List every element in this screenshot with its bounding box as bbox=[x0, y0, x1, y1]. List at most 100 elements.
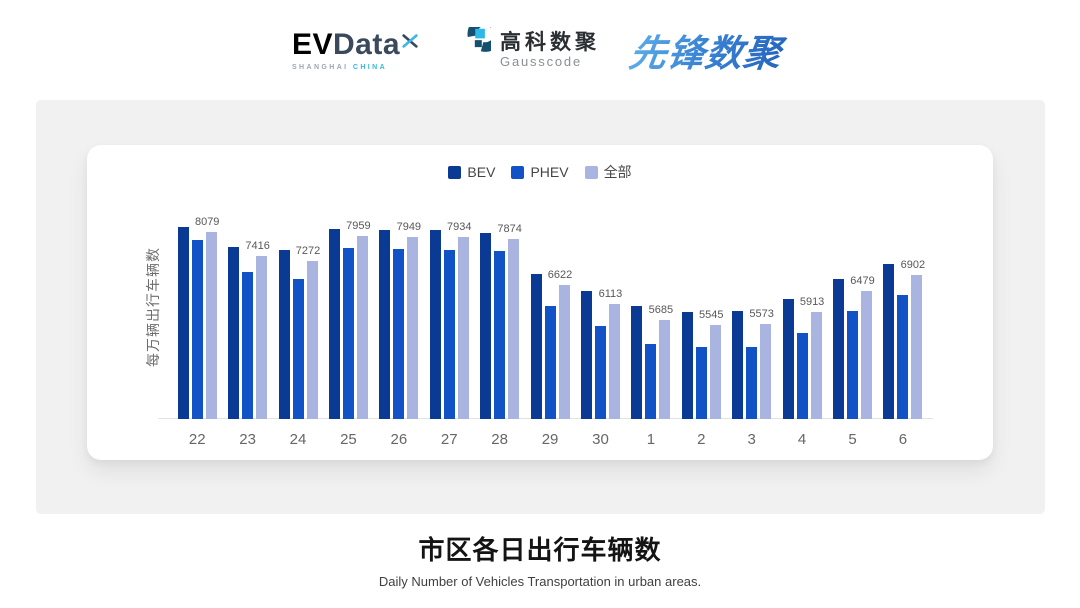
bar-phev-5 bbox=[846, 310, 858, 419]
bar-全部-23 bbox=[256, 256, 268, 419]
legend-label: BEV bbox=[467, 164, 496, 180]
bar-bev-5 bbox=[832, 279, 844, 419]
bar-group-2: 5545 2 bbox=[676, 194, 726, 448]
x-axis-label-27: 27 bbox=[440, 431, 458, 448]
gausscode-logo: 高科数聚 Gausscode bbox=[449, 15, 600, 74]
chart-panel: BEV PHEV 全部 每万辆出行车辆数 8079 22 7416 2 3 7272 24 795… bbox=[36, 100, 1045, 514]
bar-bev-29 bbox=[530, 273, 542, 419]
bar-全部-1 bbox=[659, 320, 671, 419]
bar-bev-1 bbox=[631, 306, 643, 419]
bar-bev-6 bbox=[883, 263, 895, 419]
value-label-2: 5545 bbox=[699, 309, 724, 322]
legend-item-bev[interactable]: BEV bbox=[448, 164, 495, 180]
bar-phev-29 bbox=[544, 306, 556, 419]
legend-label: 全部 bbox=[603, 164, 632, 180]
bar-group-26: 7949 26 bbox=[374, 194, 424, 448]
bar-group-25: 7959 25 bbox=[323, 194, 373, 448]
bar-phev-28 bbox=[494, 251, 506, 419]
bar-phev-24 bbox=[292, 279, 304, 419]
value-label-29: 6622 bbox=[547, 269, 573, 282]
plot-area: 8079 22 7416 2 3 7272 24 7959 25 7949 26 7934 27 7874… bbox=[172, 194, 928, 448]
evdata-logo: EV Data SHANGHAI CHINA bbox=[291, 27, 419, 71]
caption: 市区各日出行车辆数 Daily Number of Vehicles Trans… bbox=[0, 530, 1080, 589]
gausscode-text: 高科数聚 Gausscode bbox=[500, 31, 600, 69]
bar-bev-2 bbox=[681, 312, 693, 419]
value-label-1: 5685 bbox=[648, 304, 674, 316]
x-axis-label-22: 22 bbox=[188, 431, 206, 448]
gausscode-g-icon bbox=[449, 15, 504, 74]
value-label-5: 6479 bbox=[850, 274, 875, 287]
bar-phev-2 bbox=[695, 347, 707, 419]
chart-title-en: Daily Number of Vehicles Transportation … bbox=[378, 574, 702, 589]
bar-bev-24 bbox=[278, 250, 290, 419]
bar-全部-6 bbox=[911, 275, 923, 419]
value-label-6: 6902 bbox=[900, 259, 926, 272]
bar-全部-29 bbox=[558, 285, 570, 419]
evdata-china-text: CHINA bbox=[352, 63, 388, 71]
value-label-3: 5573 bbox=[749, 308, 774, 321]
bar-phev-1 bbox=[645, 343, 657, 419]
bar-全部-24 bbox=[306, 261, 318, 419]
bar-group-28: 7874 28 bbox=[474, 194, 524, 448]
evdata-shanghai-text: SHANGHAI bbox=[291, 63, 349, 71]
bar-全部-5 bbox=[860, 290, 872, 419]
bar-全部-26 bbox=[407, 236, 419, 419]
header-logos: EV Data SHANGHAI CHINA bbox=[0, 0, 1080, 80]
bar-phev-22 bbox=[191, 239, 203, 419]
bar-group-6: 6902 6 bbox=[878, 194, 928, 448]
bar-bev-3 bbox=[732, 310, 744, 419]
legend-item-全部[interactable]: 全部 bbox=[584, 162, 632, 182]
value-label-28: 7874 bbox=[497, 223, 522, 236]
bar-group-24: 7272 24 bbox=[273, 194, 323, 448]
legend-swatch-icon bbox=[584, 165, 598, 179]
xianfeng-logo: 先锋数聚 bbox=[626, 23, 792, 77]
x-axis-label-3: 3 bbox=[747, 431, 756, 448]
x-axis-label-29: 29 bbox=[541, 431, 559, 448]
y-axis-title: 每万辆出行车辆数 bbox=[145, 246, 161, 367]
legend-swatch-icon bbox=[448, 165, 462, 179]
bar-全部-25 bbox=[356, 236, 368, 419]
bar-bev-26 bbox=[379, 229, 391, 419]
bar-phev-3 bbox=[746, 347, 758, 419]
bar-group-1: 5685 1 bbox=[626, 194, 676, 448]
evdata-pinwheel-icon bbox=[401, 26, 419, 56]
bar-group-5: 6479 5 bbox=[827, 194, 877, 448]
chart-card: BEV PHEV 全部 每万辆出行车辆数 8079 22 7416 2 3 7272 24 795… bbox=[87, 145, 993, 460]
bar-全部-4 bbox=[810, 311, 822, 419]
bar-group-4: 5913 4 bbox=[777, 194, 827, 448]
bar-phev-25 bbox=[342, 248, 354, 419]
bar-group-22: 8079 22 bbox=[172, 194, 222, 448]
evdata-wordmark: EV Data bbox=[291, 27, 419, 61]
x-axis-label-2: 2 bbox=[697, 431, 706, 448]
x-axis-label-5: 5 bbox=[848, 431, 857, 448]
bar-phev-23 bbox=[242, 271, 254, 419]
bar-全部-3 bbox=[760, 324, 772, 419]
legend-label: PHEV bbox=[530, 164, 569, 180]
bar-phev-6 bbox=[897, 295, 909, 419]
evdata-tagline: SHANGHAI CHINA bbox=[292, 64, 419, 71]
value-label-26: 7949 bbox=[396, 220, 422, 233]
chart-title-cn: 市区各日出行车辆数 bbox=[418, 535, 662, 565]
value-label-4: 5913 bbox=[799, 295, 825, 308]
x-axis-label-24: 24 bbox=[289, 431, 307, 448]
value-label-24: 7272 bbox=[295, 245, 321, 258]
bar-group-3: 5573 3 bbox=[726, 194, 776, 448]
value-label-27: 7934 bbox=[446, 221, 472, 233]
bar-group-29: 6622 29 bbox=[525, 194, 575, 448]
x-axis-label-25: 25 bbox=[340, 431, 357, 448]
x-axis-label-1: 1 bbox=[646, 431, 656, 448]
value-label-30: 6113 bbox=[598, 288, 623, 301]
value-label-23: 7416 bbox=[245, 240, 270, 253]
evdata-ev-text: EV bbox=[291, 27, 333, 61]
x-axis-label-4: 4 bbox=[797, 431, 807, 448]
bar-bev-28 bbox=[480, 232, 492, 419]
legend-item-phev[interactable]: PHEV bbox=[511, 164, 569, 180]
chart-legend: BEV PHEV 全部 bbox=[87, 162, 993, 182]
bar-bev-22 bbox=[177, 227, 189, 419]
plot-wrap: 每万辆出行车辆数 8079 22 7416 23 7272 24 7959 25 7949 26 7… bbox=[145, 194, 933, 448]
bar-全部-2 bbox=[709, 325, 721, 419]
value-label-22: 8079 bbox=[194, 215, 220, 228]
value-label-25: 7959 bbox=[346, 220, 371, 233]
bar-bev-4 bbox=[782, 299, 794, 419]
gausscode-en-name: Gausscode bbox=[500, 53, 582, 69]
